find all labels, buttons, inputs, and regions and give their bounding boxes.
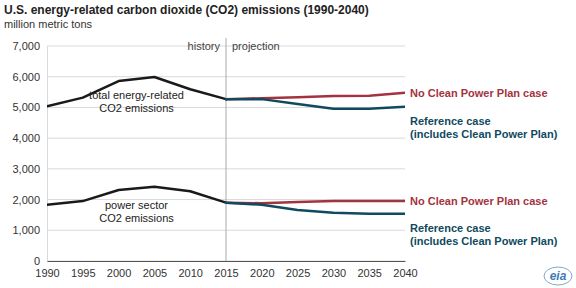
x-tick-label: 2025 — [286, 267, 310, 279]
divider-label: projection — [232, 40, 280, 52]
divider-label: history — [188, 40, 221, 52]
y-tick-label: 4,000 — [12, 132, 40, 144]
x-tick: 2000 — [107, 261, 131, 279]
y-tick-label: 5,000 — [12, 101, 40, 113]
y-tick: 3,000 — [12, 163, 47, 175]
y-tick: 0 — [34, 255, 47, 267]
x-tick: 2030 — [322, 261, 346, 279]
x-tick-label: 2020 — [250, 267, 274, 279]
y-tick: 7,000 — [12, 40, 47, 52]
x-tick-label: 2010 — [178, 267, 202, 279]
y-tick: 1,000 — [12, 224, 47, 236]
x-axis-line — [48, 261, 406, 262]
x-axis: 1990 1995 2000 2005 2010 2015 2020 2025 2030 2035… — [35, 261, 417, 279]
series-label-line: Reference case — [410, 222, 491, 234]
series-label-line: (includes Clean Power Plan) — [410, 235, 558, 247]
subtitle: million metric tons — [4, 18, 93, 30]
y-axis-line — [47, 47, 48, 262]
y-tick: 2,000 — [12, 194, 47, 206]
series-label-line: CO2 emissions — [99, 102, 174, 114]
x-tick: 2035 — [357, 261, 381, 279]
x-tick: 1995 — [71, 261, 95, 279]
x-tick: 2040 — [393, 261, 417, 279]
y-tick-label: 3,000 — [12, 163, 40, 175]
x-tick-label: 2000 — [107, 267, 131, 279]
y-tick-label: 7,000 — [12, 40, 40, 52]
y-axis: 0 1,000 2,000 3,000 4,000 5,000 6,000 7,000 — [12, 40, 47, 267]
y-tick: 4,000 — [12, 132, 47, 144]
title: U.S. energy-related carbon dioxide (CO2)… — [4, 3, 369, 17]
logo-ring — [544, 267, 572, 285]
series-label-line: power sector — [105, 199, 168, 211]
series-label: No Clean Power Plan case — [410, 87, 548, 99]
y-tick-label: 2,000 — [12, 194, 40, 206]
x-tick: 2015 — [214, 261, 238, 279]
x-tick-label: 2015 — [214, 267, 238, 279]
divider-line — [226, 38, 227, 261]
chart-container: U.S. energy-related carbon dioxide (CO2)… — [0, 0, 576, 288]
x-tick: 2005 — [143, 261, 167, 279]
x-tick: 2020 — [250, 261, 274, 279]
series-label: Reference case(includes Clean Power Plan… — [410, 115, 558, 140]
series-line — [226, 201, 405, 203]
y-tick: 6,000 — [12, 71, 47, 83]
series-label-line: No Clean Power Plan case — [410, 195, 548, 207]
series-label: total energy-relatedCO2 emissions — [89, 89, 184, 114]
series-labels: total energy-relatedCO2 emissionspower s… — [89, 87, 558, 247]
series-label-line: CO2 emissions — [99, 212, 174, 224]
x-tick-label: 2040 — [393, 267, 417, 279]
y-tick-label: 1,000 — [12, 224, 40, 236]
plot-area — [47, 77, 405, 214]
series-line — [226, 203, 405, 214]
logo: eia — [544, 267, 572, 285]
series-line — [226, 99, 405, 109]
series-label: No Clean Power Plan case — [410, 195, 548, 207]
series-label-line: (includes Clean Power Plan) — [410, 128, 558, 140]
x-tick-label: 1990 — [35, 267, 59, 279]
x-tick-label: 2030 — [322, 267, 346, 279]
x-tick: 2010 — [178, 261, 202, 279]
x-tick-label: 2035 — [357, 267, 381, 279]
series-label: power sectorCO2 emissions — [99, 199, 174, 224]
x-tick-label: 2005 — [143, 267, 167, 279]
series-label: Reference case(includes Clean Power Plan… — [410, 222, 558, 247]
y-tick: 5,000 — [12, 101, 47, 113]
logo-text: eia — [550, 269, 567, 283]
y-tick-label: 0 — [34, 255, 40, 267]
x-tick-label: 1995 — [71, 267, 95, 279]
series-label-line: No Clean Power Plan case — [410, 87, 548, 99]
x-tick: 2025 — [286, 261, 310, 279]
series-label-line: Reference case — [410, 115, 491, 127]
x-tick: 1990 — [35, 261, 59, 279]
series-label-line: total energy-related — [89, 89, 184, 101]
y-tick-label: 6,000 — [12, 71, 40, 83]
chart-svg: U.S. energy-related carbon dioxide (CO2)… — [0, 0, 576, 288]
